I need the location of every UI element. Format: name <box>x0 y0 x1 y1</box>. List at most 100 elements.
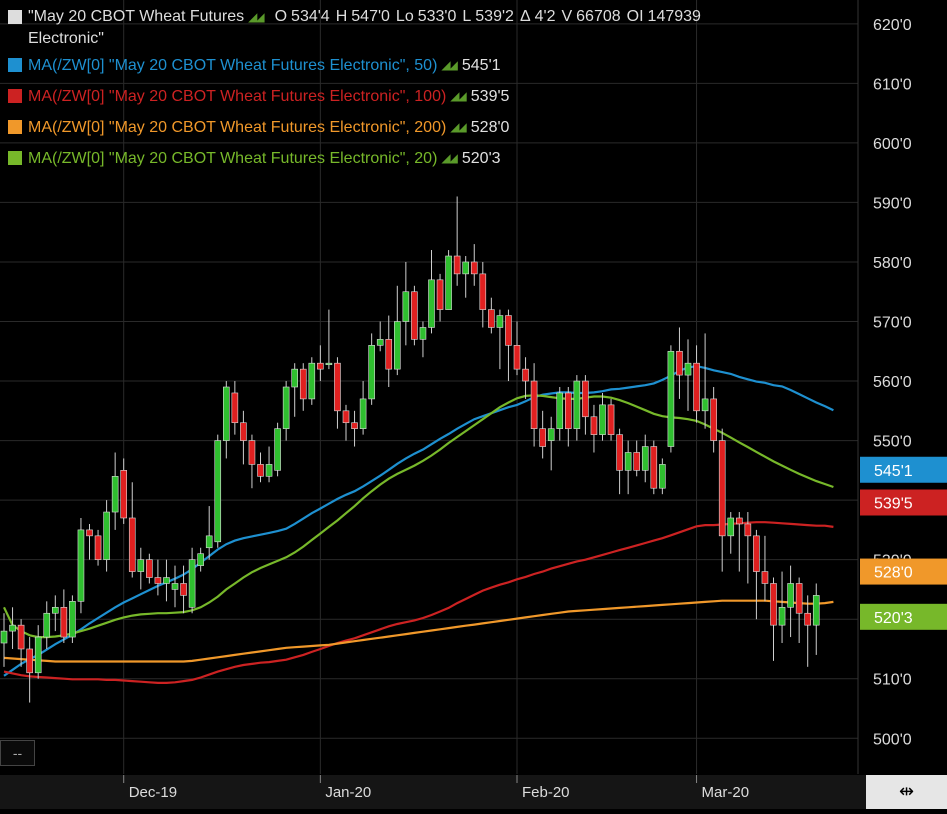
candle <box>43 601 51 649</box>
candle-body <box>34 636 42 674</box>
candle <box>556 387 564 441</box>
candle <box>539 410 546 459</box>
candle-body <box>513 345 521 370</box>
candle <box>624 440 632 495</box>
candle <box>744 512 752 584</box>
candle <box>590 404 598 453</box>
candle <box>530 363 538 447</box>
price-tag-bg <box>860 489 947 516</box>
candle <box>214 434 222 548</box>
candle-body <box>778 606 786 626</box>
candle <box>351 410 358 447</box>
candle <box>787 565 794 638</box>
candle <box>171 565 179 608</box>
candle-body <box>137 559 145 572</box>
candle-body <box>564 392 572 429</box>
study-row[interactable]: MA(/ZW[0] "May 20 CBOT Wheat Futures Ele… <box>8 81 701 112</box>
candle-body <box>265 464 273 477</box>
candle <box>137 547 145 590</box>
candle-body <box>385 339 393 370</box>
candle-body <box>223 386 230 441</box>
candle <box>103 500 110 572</box>
candle-body <box>539 428 546 447</box>
candle <box>317 345 324 382</box>
candle <box>453 196 461 286</box>
candle <box>223 381 230 459</box>
price-axis: 620'0 610'0 600'0 590'0 580'0 570'0 560'0 550'0… <box>873 17 912 748</box>
study-row[interactable]: MA(/ZW[0] "May 20 CBOT Wheat Futures Ele… <box>8 112 701 143</box>
trend-icon: ◢◢ <box>248 10 265 24</box>
candle-body <box>616 434 623 471</box>
quote-field-label: O <box>274 8 288 25</box>
expand-icon[interactable]: ⇹ <box>866 775 947 809</box>
y-tick-label: 570'0 <box>873 315 912 332</box>
chart-canvas[interactable]: 620'0 610'0 600'0 590'0 580'0 570'0 560'0 550'0… <box>0 0 947 775</box>
x-tick-label: Dec-19 <box>129 784 177 801</box>
candle-body <box>146 559 153 578</box>
ma-line-3 <box>3 394 834 639</box>
quote-field: O 534'4 <box>275 6 330 28</box>
candle-body <box>812 595 820 626</box>
candle <box>60 589 68 644</box>
candle <box>308 357 316 405</box>
candle-body <box>445 255 452 310</box>
candle <box>411 285 418 346</box>
candle <box>445 250 452 310</box>
quote-field-label: L <box>462 8 472 25</box>
candle-body <box>274 428 281 471</box>
price-tags: 545'1 539'5 528'0 520'3 <box>860 456 947 630</box>
candle-body <box>753 535 760 572</box>
candle <box>17 619 25 667</box>
candle <box>573 375 581 441</box>
quote-field-label: Δ <box>519 8 531 25</box>
candle-body <box>761 571 769 584</box>
candle-body <box>205 535 213 549</box>
candle-body <box>556 392 564 429</box>
quote-swatch <box>8 10 22 24</box>
study-swatch <box>8 89 22 103</box>
collapse-button[interactable]: -- <box>0 740 35 766</box>
candle-body <box>359 398 367 429</box>
quote-field-value: 534'4 <box>291 8 330 25</box>
study-row[interactable]: MA(/ZW[0] "May 20 CBOT Wheat Futures Ele… <box>8 143 701 174</box>
candle <box>240 410 247 465</box>
candle <box>86 523 93 560</box>
candle-body <box>693 362 700 412</box>
candle <box>111 452 119 530</box>
candle-body <box>770 583 777 626</box>
study-label: MA(/ZW[0] "May 20 CBOT Wheat Futures Ele… <box>28 150 438 167</box>
candle <box>693 345 700 423</box>
candle-body <box>317 362 324 370</box>
candle <box>479 261 487 328</box>
candle-body <box>650 446 658 489</box>
candle-body <box>351 422 358 429</box>
candle <box>376 321 384 352</box>
candle-body <box>659 464 666 489</box>
quote-field: OI 147939 <box>627 6 701 28</box>
candle-body <box>479 273 487 310</box>
quote-field-value: 66708 <box>576 8 621 25</box>
candle <box>402 261 410 346</box>
candle-body <box>735 517 743 525</box>
price-tag-label: 520'3 <box>874 610 913 627</box>
x-tick-label: Feb-20 <box>522 784 570 801</box>
candle-body <box>505 315 512 346</box>
quote-field-value: 4'2 <box>534 8 556 25</box>
study-row[interactable]: MA(/ZW[0] "May 20 CBOT Wheat Futures Ele… <box>8 50 701 81</box>
x-tick-label: Jan-20 <box>325 784 371 801</box>
candle <box>428 250 435 334</box>
candle <box>564 387 572 447</box>
candle-body <box>590 416 598 435</box>
candle <box>641 434 649 483</box>
candle <box>128 482 136 578</box>
candle <box>154 559 162 596</box>
y-tick-label: 500'0 <box>873 731 912 748</box>
trend-icon: ◢◢ <box>450 89 467 103</box>
price-tag-bg <box>860 558 947 585</box>
candle-body <box>231 392 239 424</box>
candle <box>710 387 717 453</box>
study-swatch <box>8 151 22 165</box>
candle-body <box>214 440 222 543</box>
quote-field-value: 147939 <box>647 8 701 25</box>
candle <box>684 339 692 411</box>
